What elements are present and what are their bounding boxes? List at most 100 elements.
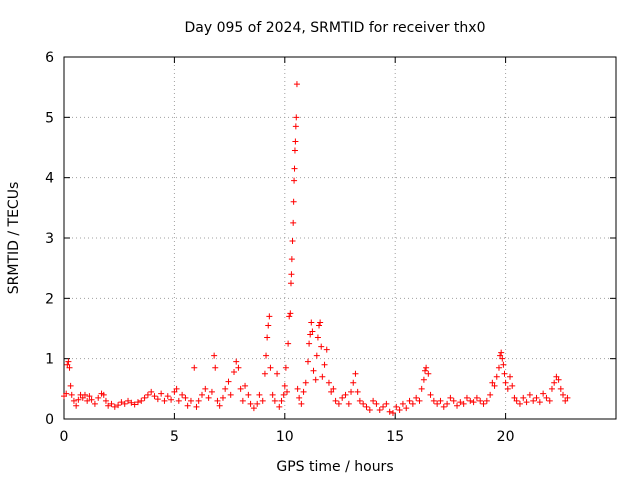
data-point — [339, 394, 346, 401]
data-point — [399, 400, 406, 407]
data-point — [105, 402, 112, 409]
data-point — [259, 397, 266, 404]
data-point — [267, 364, 274, 371]
data-point — [480, 400, 487, 407]
data-point — [193, 403, 200, 410]
data-point — [440, 403, 447, 410]
data-point — [463, 394, 470, 401]
data-point — [427, 391, 434, 398]
data-point — [108, 400, 115, 407]
data-point — [306, 340, 313, 347]
data-point — [138, 397, 145, 404]
data-point — [151, 393, 158, 400]
y-tick-label: 5 — [45, 110, 54, 126]
data-point — [511, 394, 518, 401]
y-axis-title: SRMTID / TECUs — [6, 182, 22, 295]
data-point — [302, 379, 309, 386]
data-point — [164, 393, 171, 400]
data-point — [316, 322, 323, 329]
data-point — [526, 391, 533, 398]
data-point — [70, 397, 77, 404]
data-point — [307, 331, 314, 338]
chart-title: Day 095 of 2024, SRMTID for receiver thx… — [185, 20, 486, 36]
data-point — [319, 373, 326, 380]
data-point — [318, 343, 325, 350]
y-tick-label: 1 — [45, 352, 54, 368]
data-point — [313, 352, 320, 359]
data-point — [330, 385, 337, 392]
data-point — [291, 147, 298, 154]
data-point — [309, 328, 316, 335]
data-point — [487, 391, 494, 398]
data-point — [548, 385, 555, 392]
data-point — [222, 385, 229, 392]
data-point — [141, 394, 148, 401]
data-point — [73, 402, 80, 409]
data-point — [389, 409, 396, 416]
y-tick-label: 3 — [45, 231, 54, 247]
data-point — [342, 391, 349, 398]
data-point — [546, 397, 553, 404]
data-point — [477, 397, 484, 404]
data-point — [287, 280, 294, 287]
data-point — [287, 310, 294, 317]
y-tick-label: 2 — [45, 291, 54, 307]
data-point — [352, 370, 359, 377]
data-point — [91, 400, 98, 407]
data-point — [294, 385, 301, 392]
data-point — [282, 364, 289, 371]
data-point — [187, 397, 194, 404]
data-point — [536, 399, 543, 406]
data-point — [473, 394, 480, 401]
data-point — [291, 177, 298, 184]
data-point — [298, 400, 305, 407]
data-point — [498, 349, 505, 356]
data-point — [489, 379, 496, 386]
data-point — [376, 406, 383, 413]
data-point — [350, 379, 357, 386]
data-point — [425, 370, 432, 377]
data-point — [354, 388, 361, 395]
data-point — [416, 397, 423, 404]
data-point — [280, 391, 287, 398]
data-point — [128, 399, 135, 406]
x-tick-label: 0 — [60, 429, 69, 445]
data-point — [290, 198, 297, 205]
axis-ticks: 0 5 10 15 20 0 1 2 3 4 5 6 — [45, 50, 616, 445]
data-point — [562, 397, 569, 404]
data-point — [409, 400, 416, 407]
data-point — [265, 322, 272, 329]
data-point — [293, 81, 300, 88]
data-point — [86, 393, 93, 400]
data-point — [422, 367, 429, 374]
data-point — [444, 400, 451, 407]
data-point — [195, 397, 202, 404]
data-point — [312, 376, 319, 383]
data-point — [179, 391, 186, 398]
data-point — [227, 391, 234, 398]
data-point — [553, 373, 560, 380]
data-point — [328, 388, 335, 395]
x-axis-title: GPS time / hours — [276, 459, 393, 475]
data-point — [161, 397, 168, 404]
data-point — [65, 358, 72, 365]
data-point — [205, 394, 212, 401]
data-point — [63, 390, 70, 397]
data-point — [356, 397, 363, 404]
data-point — [274, 370, 281, 377]
data-point — [84, 397, 91, 404]
data-point — [454, 402, 461, 409]
data-point — [310, 367, 317, 374]
data-point — [296, 394, 303, 401]
x-tick-label: 20 — [497, 429, 515, 445]
data-point — [483, 397, 490, 404]
data-point — [199, 391, 205, 398]
data-point — [500, 361, 507, 368]
data-point — [386, 408, 393, 415]
data-point — [225, 378, 232, 385]
data-point — [66, 364, 73, 371]
data-point — [95, 394, 102, 401]
data-point — [175, 397, 182, 404]
data-point — [491, 382, 498, 389]
data-point — [285, 340, 292, 347]
